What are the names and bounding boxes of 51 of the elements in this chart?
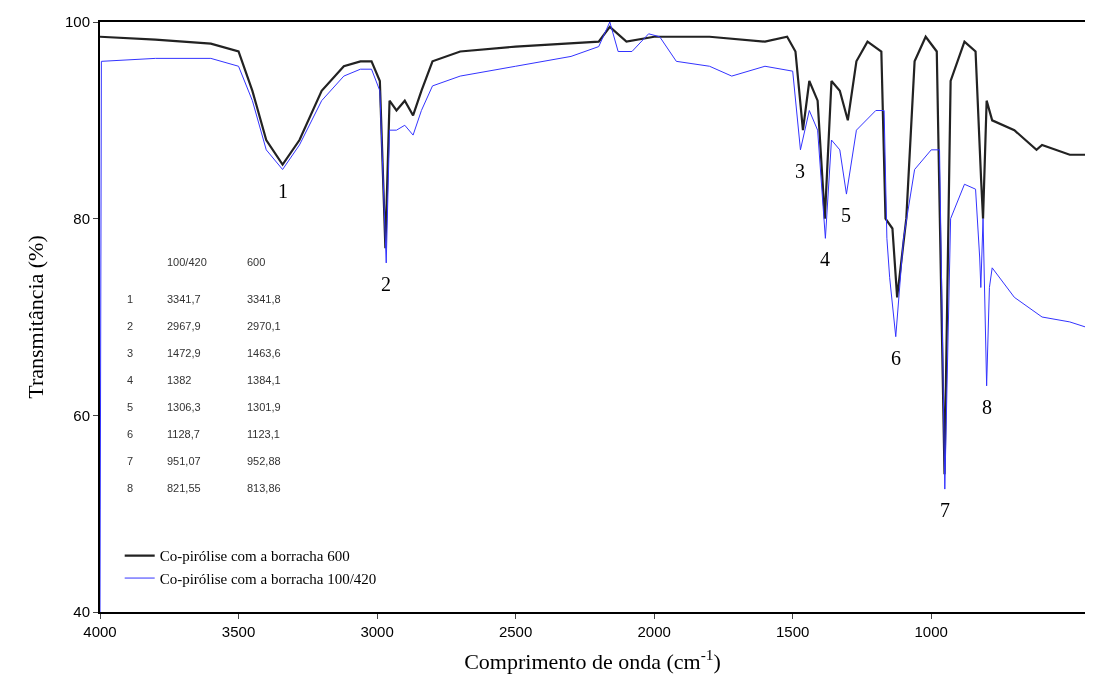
legend-label: Co-pirólise com a borracha 600 bbox=[159, 548, 350, 565]
x-tick-label: 2000 bbox=[637, 623, 671, 640]
annotation: 8 bbox=[127, 481, 134, 494]
annotation: 1463,6 bbox=[247, 346, 281, 359]
annotation: 1128,7 bbox=[167, 427, 200, 440]
annotation: 3341,8 bbox=[247, 292, 281, 305]
y-tick-label: 60 bbox=[73, 406, 90, 424]
annotation: 5 bbox=[127, 400, 134, 413]
annotation: 1 bbox=[127, 292, 134, 305]
annotation: 8 bbox=[982, 396, 992, 418]
annotation: 5 bbox=[841, 204, 851, 226]
y-tick-label: 80 bbox=[73, 209, 90, 227]
x-axis-title: Comprimento de onda (cm$^{-1}$) bbox=[464, 646, 721, 675]
annotation: 7 bbox=[127, 454, 134, 467]
annotation: 1382 bbox=[167, 373, 192, 386]
annotation: 2970,1 bbox=[247, 319, 281, 332]
x-tick-label: 1500 bbox=[776, 623, 810, 640]
annotation: 952,88 bbox=[247, 454, 281, 467]
annotation: 3 bbox=[127, 346, 134, 359]
annotation: 821,55 bbox=[167, 481, 201, 494]
line-series bbox=[100, 22, 1085, 612]
annotation: 2 bbox=[381, 273, 391, 295]
annotation: 7 bbox=[940, 499, 950, 521]
annotation: 3 bbox=[795, 160, 805, 182]
annotation: 1123,1 bbox=[247, 427, 280, 440]
annotation: 6 bbox=[127, 427, 134, 440]
annotation: 1 bbox=[278, 180, 288, 202]
annotation: 813,86 bbox=[247, 481, 281, 494]
annotation: 2967,9 bbox=[167, 319, 201, 332]
annotation: 4 bbox=[127, 373, 134, 386]
annotation: 1384,1 bbox=[247, 373, 281, 386]
annotation: 1306,3 bbox=[167, 400, 201, 413]
annotation: 600 bbox=[247, 256, 266, 268]
line-series bbox=[100, 25, 1085, 476]
y-axis-title: Transmitância (%) bbox=[23, 235, 49, 399]
annotation: 951,07 bbox=[167, 454, 201, 467]
x-tick-label: 2500 bbox=[498, 623, 533, 640]
x-tick-label: 4000 bbox=[83, 623, 117, 640]
y-tick-label: 40 bbox=[73, 603, 90, 621]
annotation: 3341,7 bbox=[167, 292, 201, 305]
annotation: 4 bbox=[820, 248, 830, 270]
x-tick-label: 3500 bbox=[221, 623, 256, 640]
legend-label: Co-pirólise com a borracha 100/420 bbox=[159, 570, 377, 587]
annotation: 100/420 bbox=[167, 256, 207, 268]
annotation: 6 bbox=[891, 347, 901, 369]
y-tick-label: 100 bbox=[64, 13, 90, 31]
annotation: 1301,9 bbox=[247, 400, 281, 413]
x-tick-label: 1000 bbox=[914, 623, 948, 640]
x-tick-label: 3000 bbox=[360, 623, 394, 640]
annotation: 1472,9 bbox=[167, 346, 201, 359]
annotation: 2 bbox=[127, 319, 134, 332]
